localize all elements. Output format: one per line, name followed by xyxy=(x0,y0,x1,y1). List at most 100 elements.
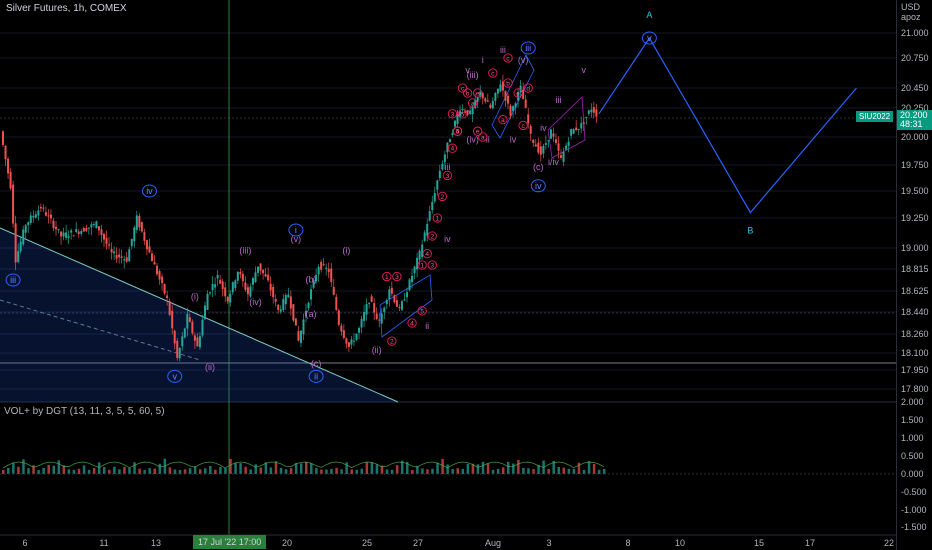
price-tick: 21.000 xyxy=(901,28,929,38)
minor-wave-label: 4 xyxy=(425,251,429,258)
volume-bar xyxy=(143,469,146,474)
candle-body xyxy=(150,253,153,262)
time-tick: 3 xyxy=(546,538,551,548)
candle-body xyxy=(464,111,467,113)
candle-body xyxy=(251,278,254,285)
volume-tick: 1.500 xyxy=(901,415,924,425)
candle-body xyxy=(385,300,388,305)
candle-body xyxy=(17,251,20,262)
candle-body xyxy=(512,106,515,112)
volume-bar xyxy=(466,463,470,474)
volume-bar xyxy=(552,460,555,474)
bar-timer: 48:31 xyxy=(900,119,923,129)
minor-wave-circle xyxy=(518,120,528,131)
candle-body xyxy=(176,340,179,358)
volume-bar xyxy=(118,469,121,474)
volume-tick: 0.500 xyxy=(901,451,924,461)
candle-body xyxy=(327,268,330,273)
minor-wave-circle xyxy=(407,318,417,328)
candle-body xyxy=(305,310,307,317)
volume-bar xyxy=(274,461,278,474)
candle-body xyxy=(22,229,25,245)
volume-bar xyxy=(57,460,61,474)
volume-tick: -1.000 xyxy=(901,505,927,515)
minor-wave-label: c xyxy=(522,123,526,130)
volume-bar xyxy=(587,461,591,474)
candle-body xyxy=(307,302,310,309)
candle-body xyxy=(224,287,227,297)
wave-label-minor: iv xyxy=(510,135,517,145)
volume-bar xyxy=(198,469,202,474)
minor-wave-circle xyxy=(498,114,508,125)
candle-body xyxy=(426,223,429,236)
candle-body xyxy=(216,274,219,279)
volume-bar xyxy=(481,461,485,474)
minor-wave-label: c xyxy=(491,71,495,78)
candle-body xyxy=(103,233,105,240)
volume-bar xyxy=(456,468,459,474)
candle-body xyxy=(34,214,37,218)
minor-wave-label: b xyxy=(466,91,470,98)
volume-tick: -1.500 xyxy=(901,522,927,532)
volume-bar xyxy=(441,458,444,474)
wave-label-minor: (b) xyxy=(306,274,317,284)
candle-body xyxy=(145,240,148,250)
minor-wave-label: 5 xyxy=(420,308,424,315)
wave-label-minor: (v) xyxy=(291,234,302,244)
price-tick: 20.750 xyxy=(901,53,929,63)
volume-bar xyxy=(562,467,566,474)
volume-bar xyxy=(259,467,263,474)
candle-body xyxy=(113,251,116,254)
candle-body xyxy=(241,273,244,282)
volume-tick: -0.500 xyxy=(901,487,927,497)
candle-body xyxy=(451,133,454,135)
candle-body xyxy=(135,215,138,230)
candle-body xyxy=(279,309,282,312)
volume-bar xyxy=(204,468,207,474)
candle-body xyxy=(108,244,111,246)
candle-body xyxy=(524,99,527,108)
volume-bar xyxy=(82,465,86,474)
candle-body xyxy=(567,141,570,146)
volume-bar xyxy=(67,469,71,474)
candle-body xyxy=(310,289,313,300)
candle-body xyxy=(413,266,416,274)
candle-body xyxy=(552,133,555,137)
candle-body xyxy=(375,313,378,319)
candle-body xyxy=(337,310,340,325)
minor-wave-label: a xyxy=(501,117,505,124)
candle-body xyxy=(360,318,363,328)
candle-body xyxy=(423,232,426,241)
minor-wave-label: 2 xyxy=(441,194,445,201)
candle-body xyxy=(486,100,489,102)
wave-label-minor: ii xyxy=(486,135,490,145)
price-tick: 18.100 xyxy=(901,348,929,358)
wave-label: i xyxy=(295,225,297,235)
candle-body xyxy=(428,211,431,221)
volume-bar xyxy=(77,468,81,474)
candle-body xyxy=(236,271,239,281)
minor-wave-label: c xyxy=(461,86,465,93)
minor-wave-circle xyxy=(417,260,427,270)
candle-body xyxy=(406,292,408,298)
time-tick: 10 xyxy=(675,538,685,548)
candle-body xyxy=(446,142,449,153)
candle-body xyxy=(302,319,305,335)
time-axis: 6 11 13 20 25 27 Aug 3 8 10 15 17 22 xyxy=(0,534,896,548)
minor-wave-label: 4 xyxy=(410,321,414,328)
candle-body xyxy=(509,105,512,116)
candle-body xyxy=(229,294,232,303)
volume-bar xyxy=(572,468,576,474)
volume-bar xyxy=(380,465,384,474)
wave-label: iii xyxy=(10,275,16,285)
candle-body xyxy=(491,100,494,109)
volume-bar xyxy=(305,461,308,474)
price-candles xyxy=(2,74,598,362)
volume-bar xyxy=(330,468,333,474)
volume-bar xyxy=(173,469,177,474)
minor-wave-circle xyxy=(447,143,458,153)
volume-bar xyxy=(436,462,439,474)
candle-body xyxy=(489,104,492,108)
